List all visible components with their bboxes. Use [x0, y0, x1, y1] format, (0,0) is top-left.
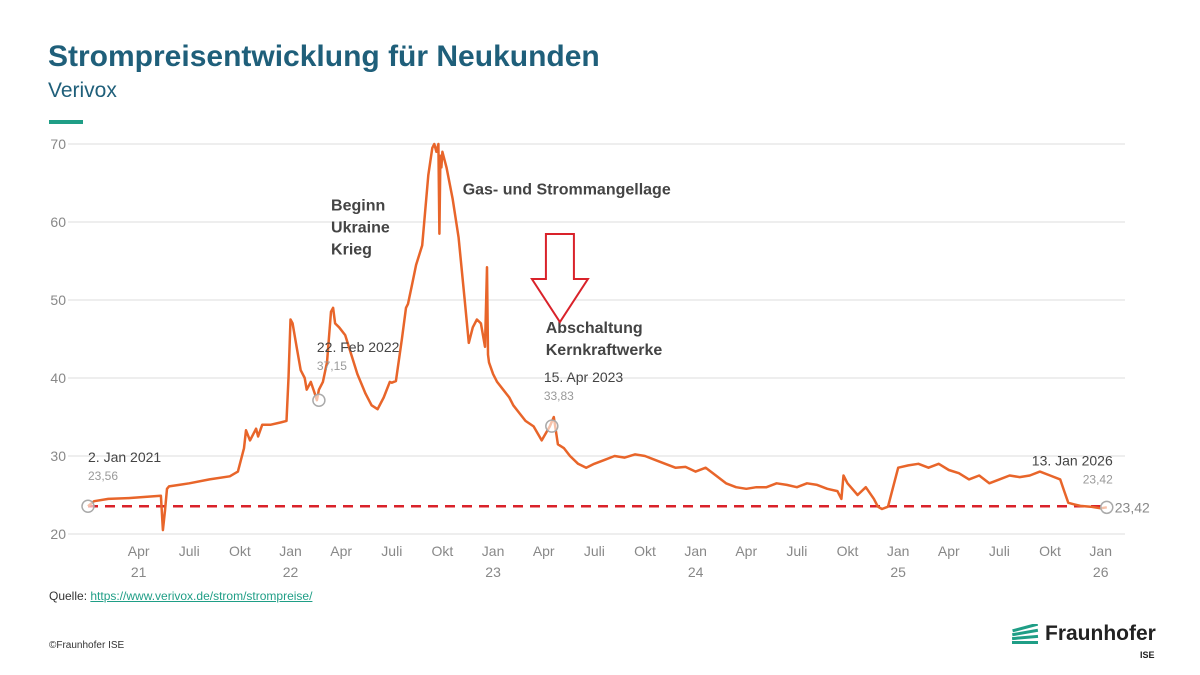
annotation-label: Abschaltung	[546, 320, 643, 337]
y-tick-label: 60	[50, 214, 66, 230]
y-tick-label: 40	[50, 370, 66, 386]
x-tick-label: Apr	[330, 543, 352, 559]
annotation-label: Beginn	[331, 197, 385, 214]
x-tick-label: Okt	[634, 543, 656, 559]
source-link[interactable]: https://www.verivox.de/strom/strompreise…	[90, 589, 313, 603]
down-arrow-icon	[530, 233, 590, 324]
data-marker	[312, 393, 326, 407]
title-accent-bar	[49, 120, 83, 124]
y-tick-label: 20	[50, 526, 66, 542]
fraunhofer-logo: Fraunhofer ISE	[1012, 622, 1162, 666]
line-chart: 20 30 40 50 60 70 Apr 21 Juli Okt Jan 22 Apr Juli Okt J…	[50, 136, 1150, 580]
x-tick-label: Okt	[229, 543, 251, 559]
x-tick-label: Juli	[786, 543, 807, 559]
series-line	[87, 142, 1108, 532]
x-tick-label: Jan	[684, 543, 707, 559]
logo-sub: ISE	[1140, 650, 1155, 660]
copyright-note: ©Fraunhofer ISE	[49, 640, 125, 651]
y-tick-label: 70	[50, 136, 66, 152]
x-tick-label: Juli	[381, 543, 402, 559]
x-tick-label: Jan	[1089, 543, 1112, 559]
y-tick-label: 50	[50, 292, 66, 308]
end-value-label: 23,42	[1115, 499, 1150, 515]
x-tick-year-label: 21	[131, 564, 147, 580]
x-tick-label: Jan	[887, 543, 910, 559]
marker-date-label: 2. Jan 2021	[88, 449, 161, 465]
x-tick-label: Apr	[533, 543, 555, 559]
page-title: Strompreisentwicklung für Neukunden	[48, 40, 600, 73]
x-tick-label: Okt	[432, 543, 454, 559]
marker-value-label: 37,15	[317, 359, 347, 373]
data-marker	[81, 499, 95, 513]
x-tick-label: Juli	[989, 543, 1010, 559]
annotation-label: Ukraine	[331, 219, 390, 236]
x-tick-year-label: 26	[1093, 564, 1109, 580]
fraunhofer-logo-icon	[1012, 624, 1039, 644]
x-tick-year-label: 23	[485, 564, 501, 580]
x-tick-year-label: 24	[688, 564, 704, 580]
x-tick-label: Apr	[128, 543, 150, 559]
marker-date-label: 15. Apr 2023	[544, 369, 624, 385]
x-tick-label: Juli	[179, 543, 200, 559]
x-tick-label: Juli	[584, 543, 605, 559]
annotation-label: Kernkraftwerke	[546, 342, 663, 359]
logo-wordmark: Fraunhofer	[1045, 622, 1156, 645]
x-tick-year-label: 25	[890, 564, 906, 580]
data-marker	[545, 419, 559, 433]
page-subtitle: Verivox	[48, 79, 117, 102]
x-tick-label: Jan	[482, 543, 505, 559]
marker-date-label: 13. Jan 2026	[1032, 452, 1113, 468]
marker-value-label: 23,56	[88, 469, 118, 483]
marker-date-label: 22. Feb 2022	[317, 339, 400, 355]
annotation-label: Gas- und Strommangellage	[463, 182, 671, 199]
x-tick-label: Okt	[837, 543, 859, 559]
x-tick-label: Apr	[735, 543, 757, 559]
source-note: Quelle: https://www.verivox.de/strom/str…	[49, 589, 312, 603]
x-tick-label: Jan	[279, 543, 302, 559]
data-marker	[1100, 500, 1114, 515]
y-tick-label: 30	[50, 448, 66, 464]
x-tick-label: Apr	[938, 543, 960, 559]
source-prefix: Quelle:	[49, 589, 91, 603]
x-tick-label: Okt	[1039, 543, 1061, 559]
x-tick-year-label: 22	[283, 564, 299, 580]
annotation-label: Krieg	[331, 241, 372, 258]
marker-value-label: 23,42	[1083, 472, 1113, 486]
marker-value-label: 33,83	[544, 389, 574, 403]
